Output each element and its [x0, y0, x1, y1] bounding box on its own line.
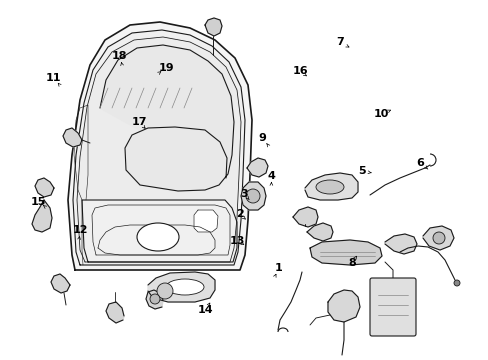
Polygon shape: [246, 158, 267, 177]
Text: 11: 11: [46, 73, 61, 84]
Text: 15: 15: [30, 197, 46, 207]
Ellipse shape: [315, 180, 343, 194]
Polygon shape: [384, 234, 416, 254]
Polygon shape: [35, 178, 54, 197]
Circle shape: [150, 294, 160, 304]
Text: 3: 3: [240, 189, 248, 199]
Text: 18: 18: [112, 51, 127, 61]
Polygon shape: [306, 223, 332, 241]
Polygon shape: [194, 210, 218, 232]
Circle shape: [453, 280, 459, 286]
Polygon shape: [327, 290, 359, 322]
Circle shape: [432, 232, 444, 244]
Polygon shape: [32, 200, 52, 232]
Polygon shape: [100, 45, 234, 191]
Polygon shape: [51, 274, 70, 293]
Text: 1: 1: [274, 263, 282, 273]
Polygon shape: [106, 302, 124, 323]
FancyBboxPatch shape: [369, 278, 415, 336]
Text: 17: 17: [131, 117, 147, 127]
Polygon shape: [68, 22, 251, 270]
Polygon shape: [422, 226, 453, 250]
Text: 12: 12: [73, 225, 88, 235]
Polygon shape: [77, 37, 241, 262]
Text: 6: 6: [416, 158, 424, 168]
Text: 19: 19: [158, 63, 174, 73]
Polygon shape: [305, 173, 357, 200]
Text: 13: 13: [229, 236, 244, 246]
Polygon shape: [82, 200, 237, 262]
Text: 14: 14: [197, 305, 213, 315]
Polygon shape: [63, 128, 82, 147]
Polygon shape: [292, 207, 317, 227]
Text: 9: 9: [258, 133, 266, 143]
Circle shape: [157, 283, 173, 299]
Polygon shape: [148, 272, 215, 302]
Text: 2: 2: [235, 209, 243, 219]
Polygon shape: [146, 290, 163, 309]
Text: 7: 7: [335, 37, 343, 48]
Circle shape: [245, 189, 260, 203]
Text: 8: 8: [347, 258, 355, 268]
Ellipse shape: [137, 223, 179, 251]
Text: 10: 10: [373, 109, 388, 120]
Polygon shape: [204, 18, 222, 36]
Ellipse shape: [165, 279, 203, 295]
Text: 4: 4: [267, 171, 275, 181]
Text: 5: 5: [357, 166, 365, 176]
Polygon shape: [73, 30, 244, 265]
Text: 16: 16: [292, 66, 307, 76]
Polygon shape: [309, 240, 381, 265]
Polygon shape: [241, 182, 265, 210]
